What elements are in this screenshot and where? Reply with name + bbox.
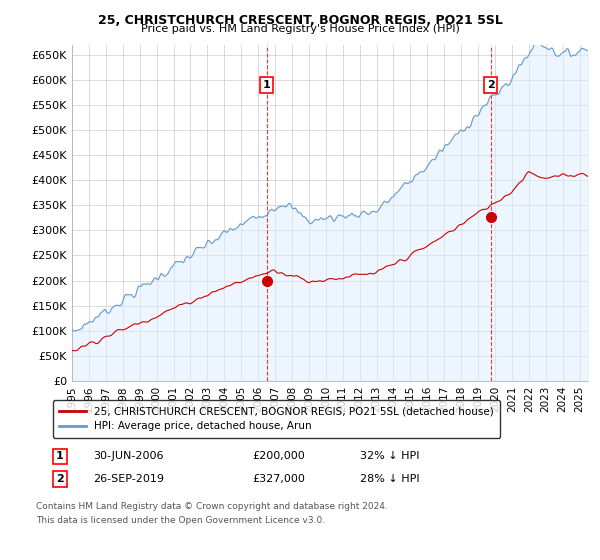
Text: 32% ↓ HPI: 32% ↓ HPI: [360, 451, 419, 461]
Text: 2: 2: [56, 474, 64, 484]
Text: Contains HM Land Registry data © Crown copyright and database right 2024.: Contains HM Land Registry data © Crown c…: [36, 502, 388, 511]
Text: 2: 2: [487, 80, 494, 90]
Text: This data is licensed under the Open Government Licence v3.0.: This data is licensed under the Open Gov…: [36, 516, 325, 525]
Text: 28% ↓ HPI: 28% ↓ HPI: [360, 474, 419, 484]
Text: 26-SEP-2019: 26-SEP-2019: [93, 474, 164, 484]
Text: 25, CHRISTCHURCH CRESCENT, BOGNOR REGIS, PO21 5SL: 25, CHRISTCHURCH CRESCENT, BOGNOR REGIS,…: [98, 14, 502, 27]
Text: £327,000: £327,000: [252, 474, 305, 484]
Text: 30-JUN-2006: 30-JUN-2006: [93, 451, 163, 461]
Legend: 25, CHRISTCHURCH CRESCENT, BOGNOR REGIS, PO21 5SL (detached house), HPI: Average: 25, CHRISTCHURCH CRESCENT, BOGNOR REGIS,…: [53, 400, 500, 438]
Text: £200,000: £200,000: [252, 451, 305, 461]
Text: Price paid vs. HM Land Registry's House Price Index (HPI): Price paid vs. HM Land Registry's House …: [140, 24, 460, 34]
Text: 1: 1: [263, 80, 271, 90]
Text: 1: 1: [56, 451, 64, 461]
